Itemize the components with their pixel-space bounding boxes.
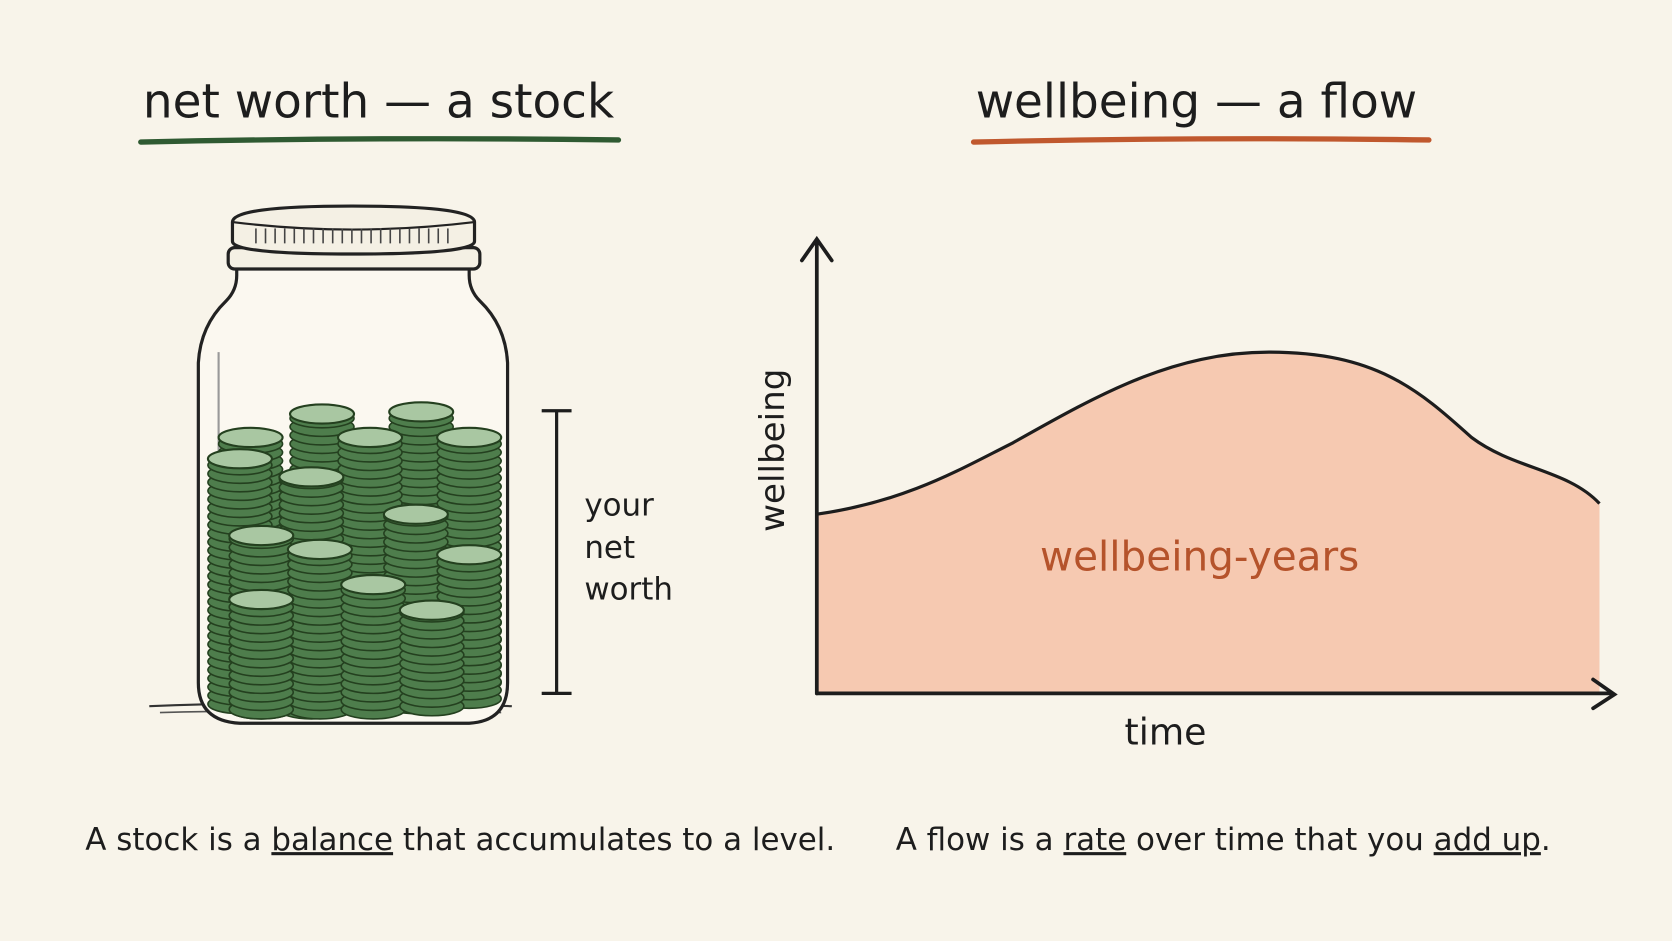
level-label: your xyxy=(584,487,654,523)
right-caption: A flow is a rate over time that you add … xyxy=(896,822,1551,858)
right-title: wellbeing — a flow xyxy=(976,75,1417,130)
area xyxy=(816,352,1600,694)
caption-emphasis: balance xyxy=(271,822,393,858)
level-bracket xyxy=(541,409,572,695)
coins xyxy=(206,401,503,720)
left-caption: A stock is a balance that accumulates to… xyxy=(85,822,835,858)
caption-text: over time that you xyxy=(1126,822,1433,858)
x-axis xyxy=(814,677,1618,711)
coin-top xyxy=(228,588,295,611)
coin-top xyxy=(336,426,404,449)
coin-top xyxy=(288,403,356,425)
left-title-underline xyxy=(138,136,622,145)
y-axis xyxy=(800,235,834,696)
caption-emphasis: add up xyxy=(1434,822,1541,858)
caption-text: . xyxy=(1541,822,1551,858)
coin-top xyxy=(228,524,295,547)
x-axis-label: time xyxy=(1125,711,1207,754)
lid-ticks xyxy=(255,228,449,244)
coin-top xyxy=(206,448,273,470)
caption-text: A stock is a xyxy=(85,822,271,858)
level-label: worth xyxy=(584,572,673,608)
left-title: net worth — a stock xyxy=(143,75,615,130)
area-label: wellbeing-years xyxy=(1040,533,1359,581)
caption-text: A flow is a xyxy=(896,822,1064,858)
level-label: net xyxy=(584,530,635,566)
coin-top xyxy=(217,426,284,449)
coin-top xyxy=(340,573,407,596)
y-axis-label: wellbeing xyxy=(753,369,793,532)
coin-top xyxy=(382,503,449,525)
coin-top xyxy=(286,538,353,561)
caption-text: that accumulates to a level. xyxy=(393,822,835,858)
coin-top xyxy=(436,426,503,449)
coin-top xyxy=(388,401,455,423)
right-title-underline xyxy=(970,136,1432,145)
curve xyxy=(816,350,1601,516)
coin-top xyxy=(278,466,345,488)
caption-emphasis: rate xyxy=(1063,822,1126,858)
coin-top xyxy=(436,544,503,566)
coin-top xyxy=(398,599,465,621)
jar xyxy=(149,204,512,725)
